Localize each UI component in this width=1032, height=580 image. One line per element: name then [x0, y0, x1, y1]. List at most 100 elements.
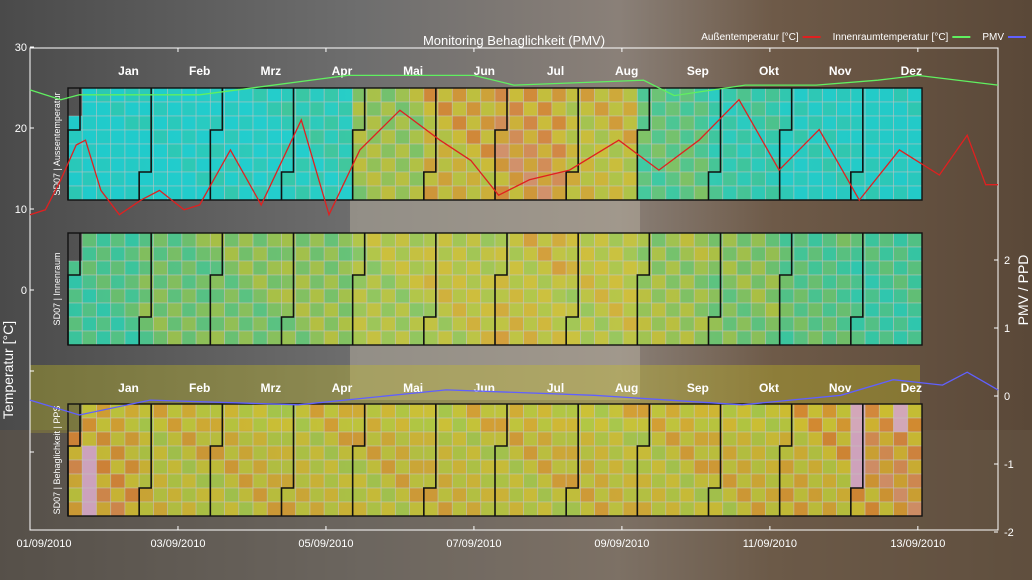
- heatmap-cell: [793, 129, 809, 145]
- heatmap-cell: [722, 171, 738, 187]
- heatmap-cell: [309, 129, 325, 145]
- heatmap-cell: [864, 260, 880, 276]
- heatmap-cell: [523, 246, 539, 262]
- heatmap-cell: [167, 302, 183, 318]
- heatmap-cell: [380, 274, 396, 290]
- heatmap-cell: [466, 473, 482, 489]
- heatmap-cell: [152, 115, 169, 131]
- heatmap-cell: [437, 101, 453, 117]
- heatmap-cell: [167, 445, 183, 461]
- month-label: Mai: [403, 381, 423, 395]
- heatmap-cell: [238, 302, 254, 318]
- heatmap-cell: [224, 330, 240, 346]
- heatmap-cell: [878, 115, 894, 131]
- heatmap-cell: [651, 501, 667, 517]
- heatmap-cell: [195, 431, 211, 447]
- heatmap-cell: [167, 232, 183, 248]
- heatmap-cell: [81, 403, 97, 419]
- heatmap-cell: [124, 101, 140, 117]
- heatmap-cell: [750, 171, 766, 187]
- heatmap-cell: [167, 171, 183, 187]
- heatmap-cell: [96, 487, 112, 503]
- heatmap-cell: [110, 143, 126, 159]
- heatmap-cell: [451, 101, 467, 117]
- heatmap-cell: [224, 171, 240, 187]
- heatmap-cell: [537, 185, 553, 201]
- heatmap-cell: [81, 288, 97, 304]
- heatmap-cell: [238, 316, 254, 332]
- heatmap-cell: [622, 129, 638, 145]
- month-label: Jan: [118, 381, 139, 395]
- heatmap-cell: [665, 101, 681, 117]
- heatmap-cell: [366, 260, 382, 276]
- heatmap-cell: [679, 445, 695, 461]
- heatmap-cell: [537, 87, 553, 103]
- heatmap-cell: [864, 417, 880, 433]
- heatmap-cell: [309, 445, 325, 461]
- heatmap-cell: [850, 501, 866, 517]
- heatmap-cell: [366, 459, 382, 475]
- heatmap-cell: [622, 403, 638, 419]
- heatmap-cell: [665, 316, 681, 332]
- heatmap-cell: [67, 171, 83, 187]
- heatmap-cell: [152, 157, 169, 173]
- heatmap-cell: [807, 185, 823, 201]
- right-axis-label: PMV / PPD: [1015, 255, 1031, 326]
- heatmap-cell: [608, 246, 624, 262]
- heatmap-cell: [437, 330, 453, 346]
- heatmap-cell: [338, 185, 354, 201]
- heatmap-cell: [836, 232, 852, 248]
- heatmap-cell: [580, 316, 596, 332]
- heatmap-cell: [323, 403, 339, 419]
- heatmap-cell: [893, 157, 909, 173]
- heatmap-cell: [864, 101, 880, 117]
- heatmap-cell: [338, 302, 354, 318]
- heatmap-cell: [124, 274, 140, 290]
- heatmap-cell: [238, 171, 254, 187]
- heatmap-cell: [67, 302, 83, 318]
- heatmap-cell: [152, 143, 169, 159]
- heatmap-cell: [480, 115, 496, 131]
- heatmap-cell: [893, 316, 909, 332]
- heatmap-cell: [836, 316, 852, 332]
- heatmap-cell: [110, 473, 126, 489]
- heatmap-cell: [380, 157, 396, 173]
- heatmap-cell: [152, 246, 169, 262]
- heatmap-cell: [864, 274, 880, 290]
- heatmap-cell: [366, 473, 382, 489]
- heatmap-cell: [821, 274, 837, 290]
- heatmap-cell: [693, 417, 709, 433]
- panel-label: SD07 | Innenraum: [52, 253, 62, 326]
- heatmap-cell: [67, 288, 83, 304]
- heatmap-cell: [266, 87, 282, 103]
- heatmap-cell: [124, 330, 140, 346]
- heatmap-cell: [622, 101, 638, 117]
- heatmap-cell: [779, 487, 795, 503]
- heatmap-cell: [651, 260, 667, 276]
- heatmap-cell: [209, 459, 225, 475]
- heatmap-cell: [466, 101, 482, 117]
- heatmap-cell: [338, 246, 354, 262]
- heatmap-cell: [580, 246, 596, 262]
- heatmap-cell: [466, 232, 482, 248]
- month-border: [850, 404, 864, 516]
- heatmap-cell: [622, 431, 638, 447]
- heatmap-cell: [423, 316, 439, 332]
- heatmap-cell: [110, 288, 126, 304]
- heatmap-cell: [622, 473, 638, 489]
- heatmap-cell: [622, 487, 638, 503]
- heatmap-cell: [651, 101, 667, 117]
- heatmap-cell: [551, 260, 567, 276]
- heatmap-cell: [523, 431, 539, 447]
- heatmap-cell: [466, 115, 482, 131]
- heatmap-cell: [380, 501, 396, 517]
- heatmap-cell: [167, 487, 183, 503]
- heatmap-cell: [807, 316, 823, 332]
- heatmap-cell: [323, 143, 339, 159]
- heatmap-cell: [594, 260, 610, 276]
- heatmap-cell: [480, 246, 496, 262]
- heatmap-cell: [580, 473, 596, 489]
- heatmap-cell: [537, 288, 553, 304]
- heatmap-cell: [807, 403, 823, 419]
